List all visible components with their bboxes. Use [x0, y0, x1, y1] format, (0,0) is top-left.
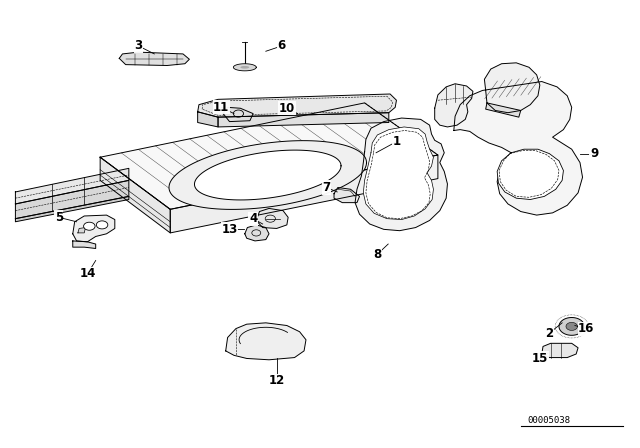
Polygon shape [355, 118, 447, 231]
Text: 4: 4 [249, 212, 257, 225]
Text: 11: 11 [213, 101, 229, 114]
Text: 15: 15 [532, 352, 548, 365]
Polygon shape [541, 343, 578, 358]
Polygon shape [170, 155, 438, 233]
Polygon shape [484, 63, 540, 113]
Text: 6: 6 [278, 39, 286, 52]
Polygon shape [454, 82, 582, 215]
Text: 00005038: 00005038 [527, 416, 570, 425]
Polygon shape [364, 127, 433, 220]
Polygon shape [119, 52, 189, 65]
Polygon shape [334, 188, 360, 202]
Text: 8: 8 [373, 248, 381, 261]
Text: 1: 1 [392, 135, 401, 148]
Text: 12: 12 [269, 374, 285, 387]
Polygon shape [223, 108, 253, 121]
Polygon shape [497, 149, 563, 199]
Text: 16: 16 [578, 322, 595, 335]
Polygon shape [226, 323, 306, 360]
Polygon shape [15, 181, 129, 219]
Polygon shape [169, 141, 367, 209]
Polygon shape [566, 323, 577, 331]
Polygon shape [559, 318, 584, 335]
Polygon shape [73, 241, 96, 249]
Polygon shape [15, 196, 129, 222]
Polygon shape [486, 103, 521, 117]
Polygon shape [256, 208, 288, 228]
Polygon shape [241, 66, 249, 69]
Text: 9: 9 [590, 147, 598, 160]
Polygon shape [78, 228, 86, 233]
Text: 3: 3 [134, 39, 143, 52]
Circle shape [84, 222, 95, 230]
Polygon shape [435, 84, 473, 127]
Polygon shape [73, 215, 115, 242]
Polygon shape [195, 150, 341, 200]
Text: 5: 5 [54, 211, 63, 224]
Polygon shape [15, 168, 129, 204]
Text: 10: 10 [279, 102, 295, 115]
Text: 14: 14 [79, 267, 95, 280]
Polygon shape [100, 103, 438, 209]
Text: 7: 7 [323, 181, 330, 194]
Polygon shape [245, 225, 269, 241]
Polygon shape [198, 112, 218, 127]
Text: 2: 2 [545, 327, 554, 340]
Polygon shape [234, 64, 256, 71]
Polygon shape [198, 94, 396, 117]
Polygon shape [100, 157, 170, 233]
Circle shape [97, 221, 108, 229]
Polygon shape [218, 113, 389, 127]
Text: 13: 13 [221, 223, 237, 236]
